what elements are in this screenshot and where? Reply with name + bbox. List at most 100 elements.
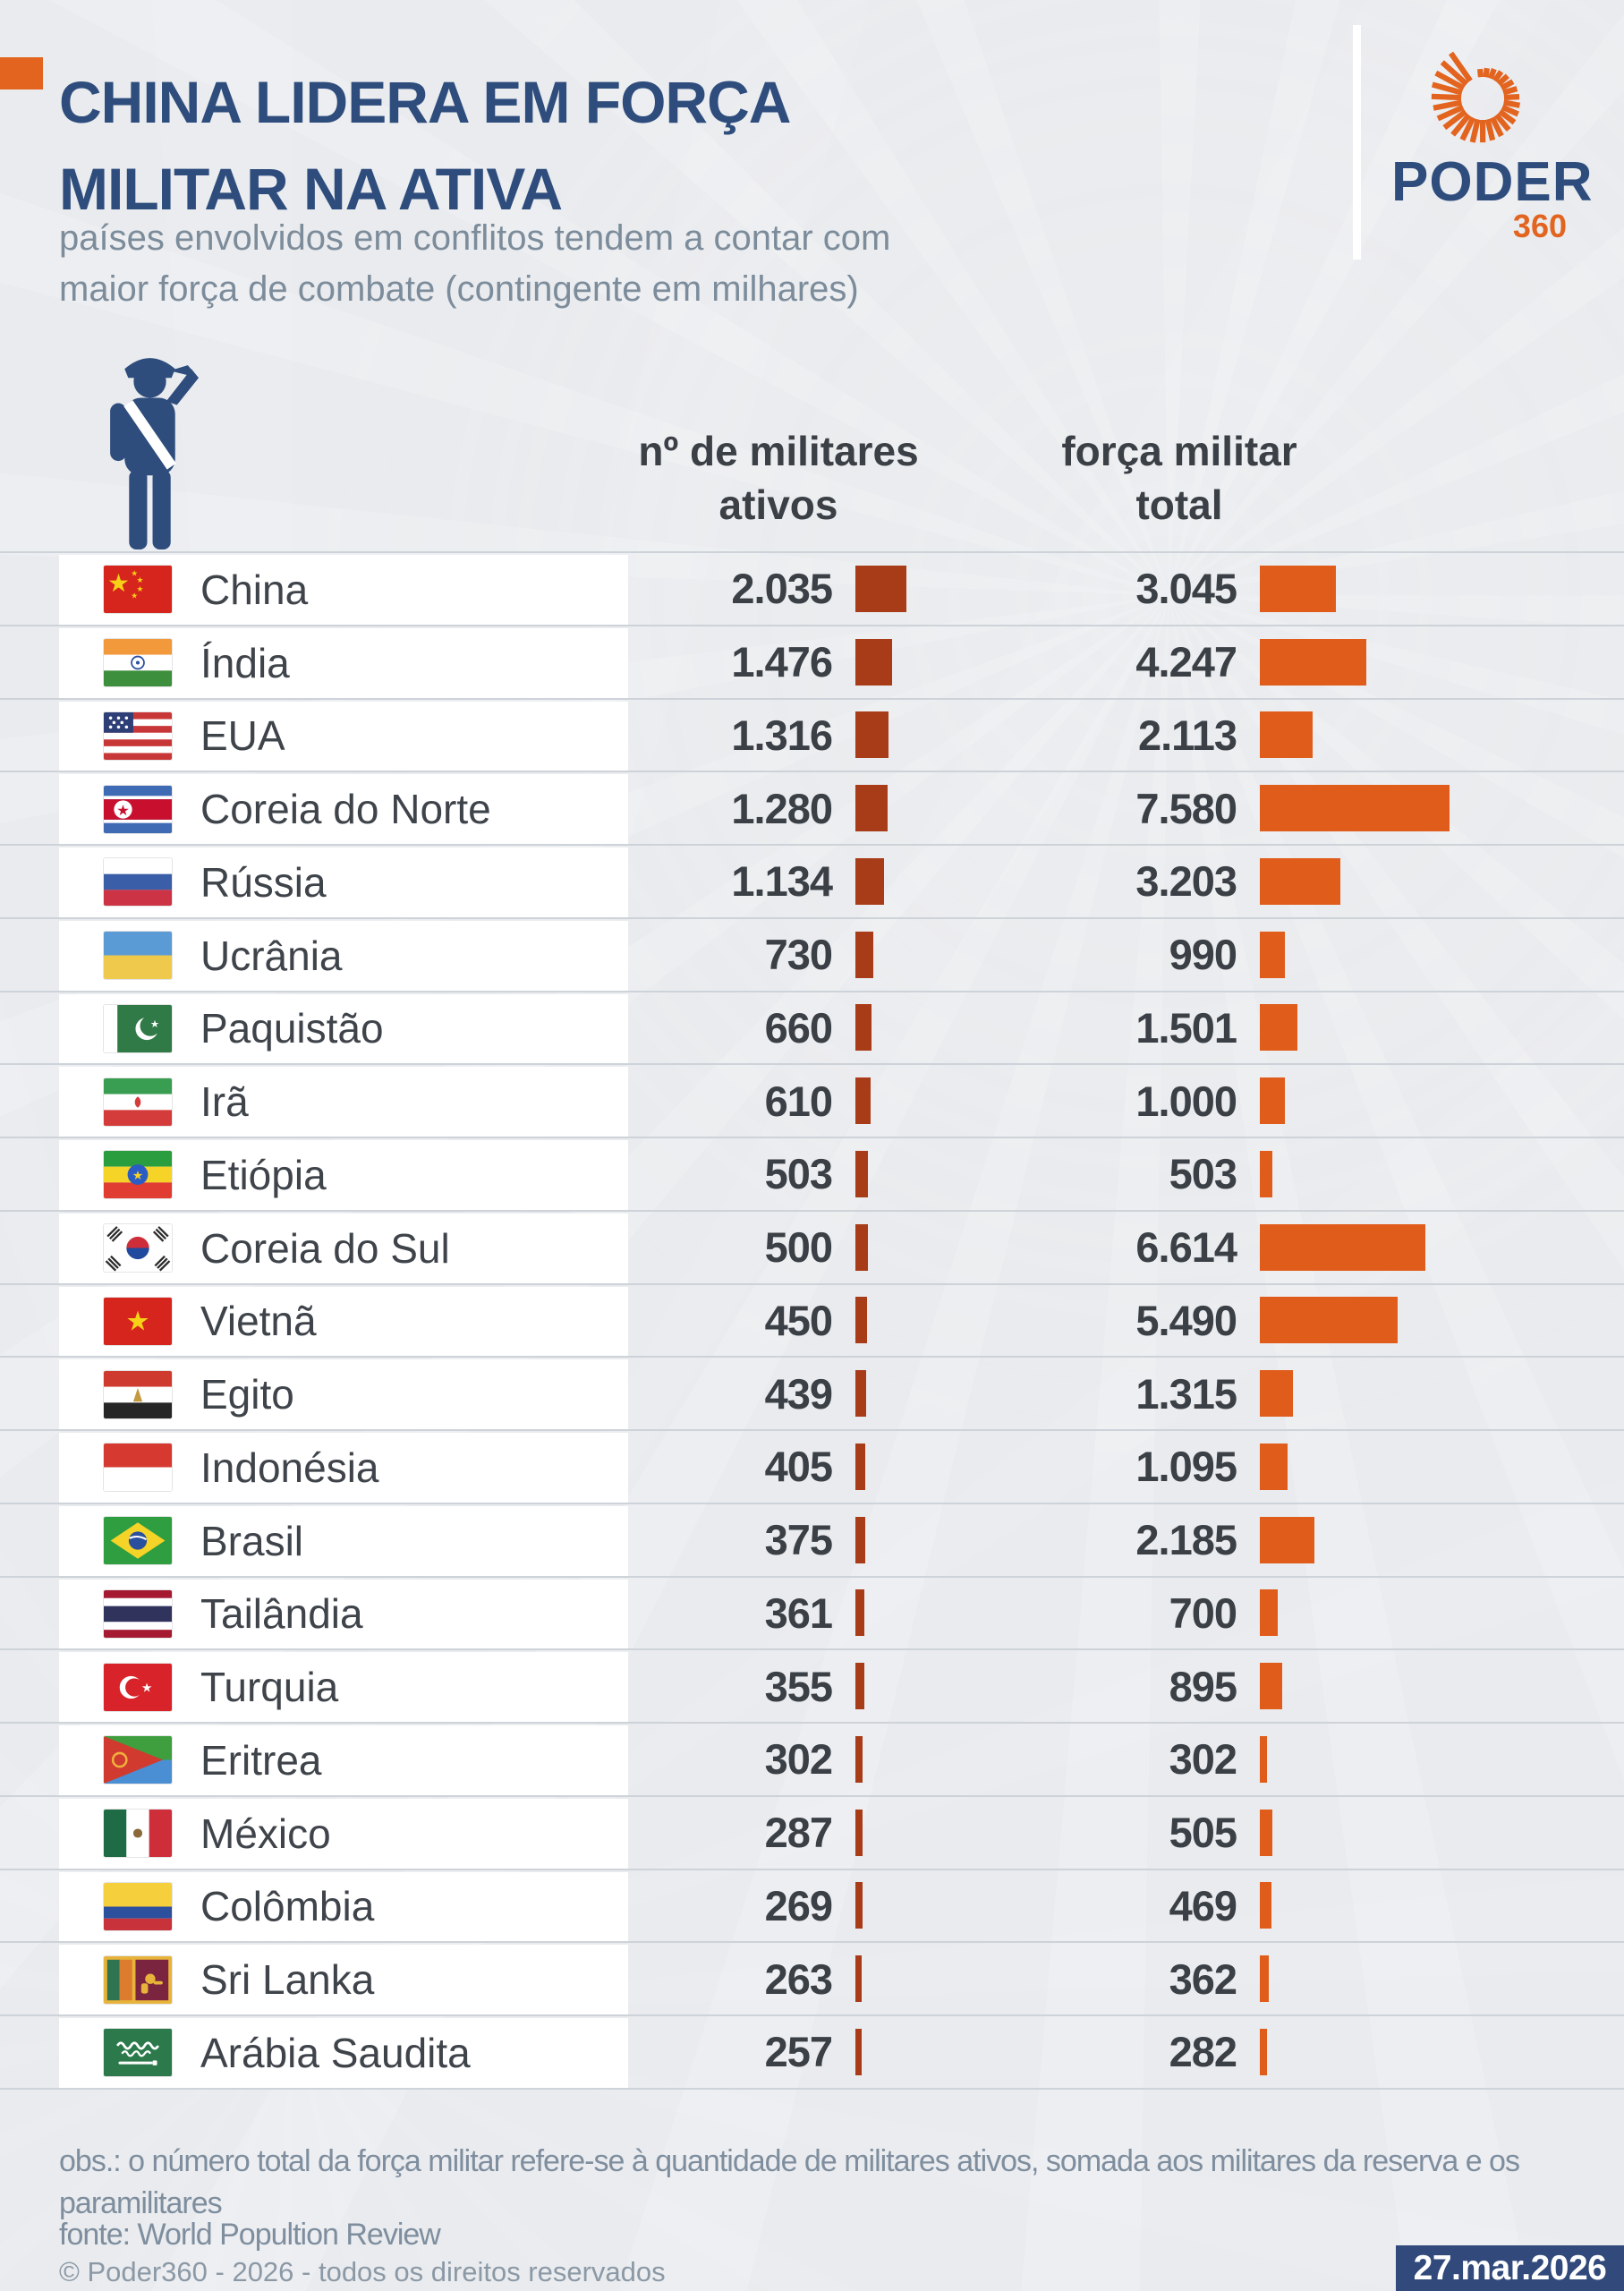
page-title: CHINA LIDERA EM FORÇA MILITAR NA ATIVA (59, 59, 1133, 233)
svg-text:★: ★ (141, 1681, 152, 1695)
active-bar (855, 931, 874, 978)
poder360-logo-word: PODER (1391, 151, 1594, 213)
table-row: ★ Etiópia 503 503 (0, 1137, 1624, 1210)
country-label: Paquistão (200, 1005, 384, 1052)
active-value: 503 (764, 1150, 833, 1198)
active-bar (855, 1150, 869, 1197)
country-cell: Ucrânia (59, 920, 628, 991)
total-bar (1260, 711, 1314, 759)
total-bar (1260, 931, 1285, 978)
footnote-line2: paramilitares (59, 2186, 223, 2220)
total-value: 2.113 (1137, 711, 1237, 759)
active-value: 269 (764, 1881, 833, 1929)
active-bar (855, 1223, 868, 1271)
page-subtitle: países envolvidos em conflitos tendem a … (59, 213, 1178, 315)
table-row: Coreia do Sul 500 6.614 (0, 1209, 1624, 1283)
country-label: Coreia do Norte (200, 786, 491, 833)
country-label: China (200, 566, 309, 613)
source-text: fonte: World Popultion Review (59, 2218, 441, 2252)
country-cell: Egito (59, 1359, 628, 1429)
flag-mexico-icon (104, 1810, 172, 1858)
table-row: Brasil 375 2.185 (0, 1502, 1624, 1576)
country-label: Brasil (200, 1517, 304, 1564)
flag-turquia-icon: ★ (104, 1663, 172, 1711)
active-bar (855, 1589, 865, 1637)
active-bar (855, 1443, 866, 1490)
country-cell: ★ Coreia do Norte (59, 774, 628, 844)
svg-text:★: ★ (137, 576, 144, 585)
poder360-logo-360: 360 (1512, 208, 1567, 244)
svg-text:★: ★ (132, 1170, 143, 1184)
active-value: 1.316 (731, 711, 833, 759)
country-label: Índia (200, 639, 290, 686)
column-header-total-line2: total (1135, 481, 1223, 528)
table-row: ★ Paquistão 660 1.501 (0, 990, 1624, 1064)
flag-arabia-saudita-icon (104, 2029, 172, 2077)
flag-sri-lanka-icon (104, 1955, 172, 2004)
total-bar (1260, 1955, 1270, 2003)
subtitle-line1: países envolvidos em conflitos tendem a … (59, 218, 891, 258)
total-bar (1260, 785, 1450, 832)
table-row: México 287 505 (0, 1794, 1624, 1869)
country-cell: Índia (59, 627, 628, 698)
country-cell: Tailândia (59, 1579, 628, 1649)
total-value: 895 (1169, 1662, 1237, 1710)
flag-russia-icon (104, 858, 172, 907)
active-bar (855, 1077, 872, 1125)
total-value: 3.203 (1135, 857, 1237, 906)
table-row: Eritrea 302 302 (0, 1722, 1624, 1795)
title-accent-block (0, 57, 43, 89)
total-bar (1260, 1882, 1272, 1929)
total-bar (1260, 1516, 1315, 1563)
active-bar (855, 565, 906, 612)
total-value: 3.045 (1135, 565, 1237, 613)
country-cell: ★ Vietnã (59, 1286, 628, 1357)
total-value: 2.185 (1135, 1516, 1237, 1564)
active-value: 439 (764, 1369, 833, 1418)
country-cell: Brasil (59, 1505, 628, 1576)
country-cell: Rússia (59, 847, 628, 917)
total-value: 1.095 (1135, 1443, 1237, 1491)
svg-text:★: ★ (125, 1307, 149, 1338)
country-table: ★ ★ ★ ★ ★ China 2.035 3.045 Índia 1.476 4.24… (0, 551, 1624, 2090)
svg-text:★: ★ (150, 1018, 159, 1030)
logo-divider (1353, 25, 1361, 260)
table-row: ★ Turquia 355 895 (0, 1648, 1624, 1722)
flag-eua-icon (104, 711, 172, 760)
country-label: Rússia (200, 858, 327, 906)
active-value: 355 (764, 1662, 833, 1710)
active-bar (855, 1516, 865, 1563)
active-value: 1.134 (731, 857, 833, 906)
total-bar (1260, 1004, 1298, 1052)
total-bar (1260, 1297, 1398, 1344)
date-badge: 27.mar.2026 (1396, 2245, 1624, 2291)
table-row: Ucrânia 730 990 (0, 916, 1624, 991)
country-label: Tailândia (200, 1590, 363, 1638)
country-cell: Sri Lanka (59, 1945, 628, 2014)
table-row: Índia 1.476 4.247 (0, 624, 1624, 698)
poder360-logo: PODER 360 (1391, 36, 1594, 260)
country-cell: México (59, 1798, 628, 1869)
active-value: 450 (764, 1296, 833, 1344)
total-value: 505 (1169, 1809, 1237, 1857)
country-cell: Indonésia (59, 1433, 628, 1503)
country-label: Irã (200, 1078, 249, 1126)
total-value: 302 (1169, 1735, 1237, 1784)
active-bar (855, 1297, 867, 1344)
footnote: obs.: o número total da força militar re… (59, 2141, 1520, 2225)
active-value: 302 (764, 1735, 833, 1784)
country-label: Sri Lanka (200, 1956, 375, 2004)
country-label: Indonésia (200, 1444, 379, 1491)
flag-coreia-do-sul-icon (104, 1224, 172, 1273)
table-row: Tailândia 361 700 (0, 1575, 1624, 1649)
total-bar (1260, 1077, 1285, 1125)
flag-tailandia-icon (104, 1589, 172, 1638)
active-value: 1.476 (731, 638, 833, 686)
active-value: 405 (764, 1443, 833, 1491)
saluting-soldier-icon (110, 358, 199, 549)
flag-paquistao-icon: ★ (104, 1004, 172, 1052)
active-bar (855, 1370, 867, 1418)
active-bar (855, 1004, 872, 1052)
active-bar (855, 1955, 863, 2003)
total-value: 700 (1169, 1588, 1237, 1637)
